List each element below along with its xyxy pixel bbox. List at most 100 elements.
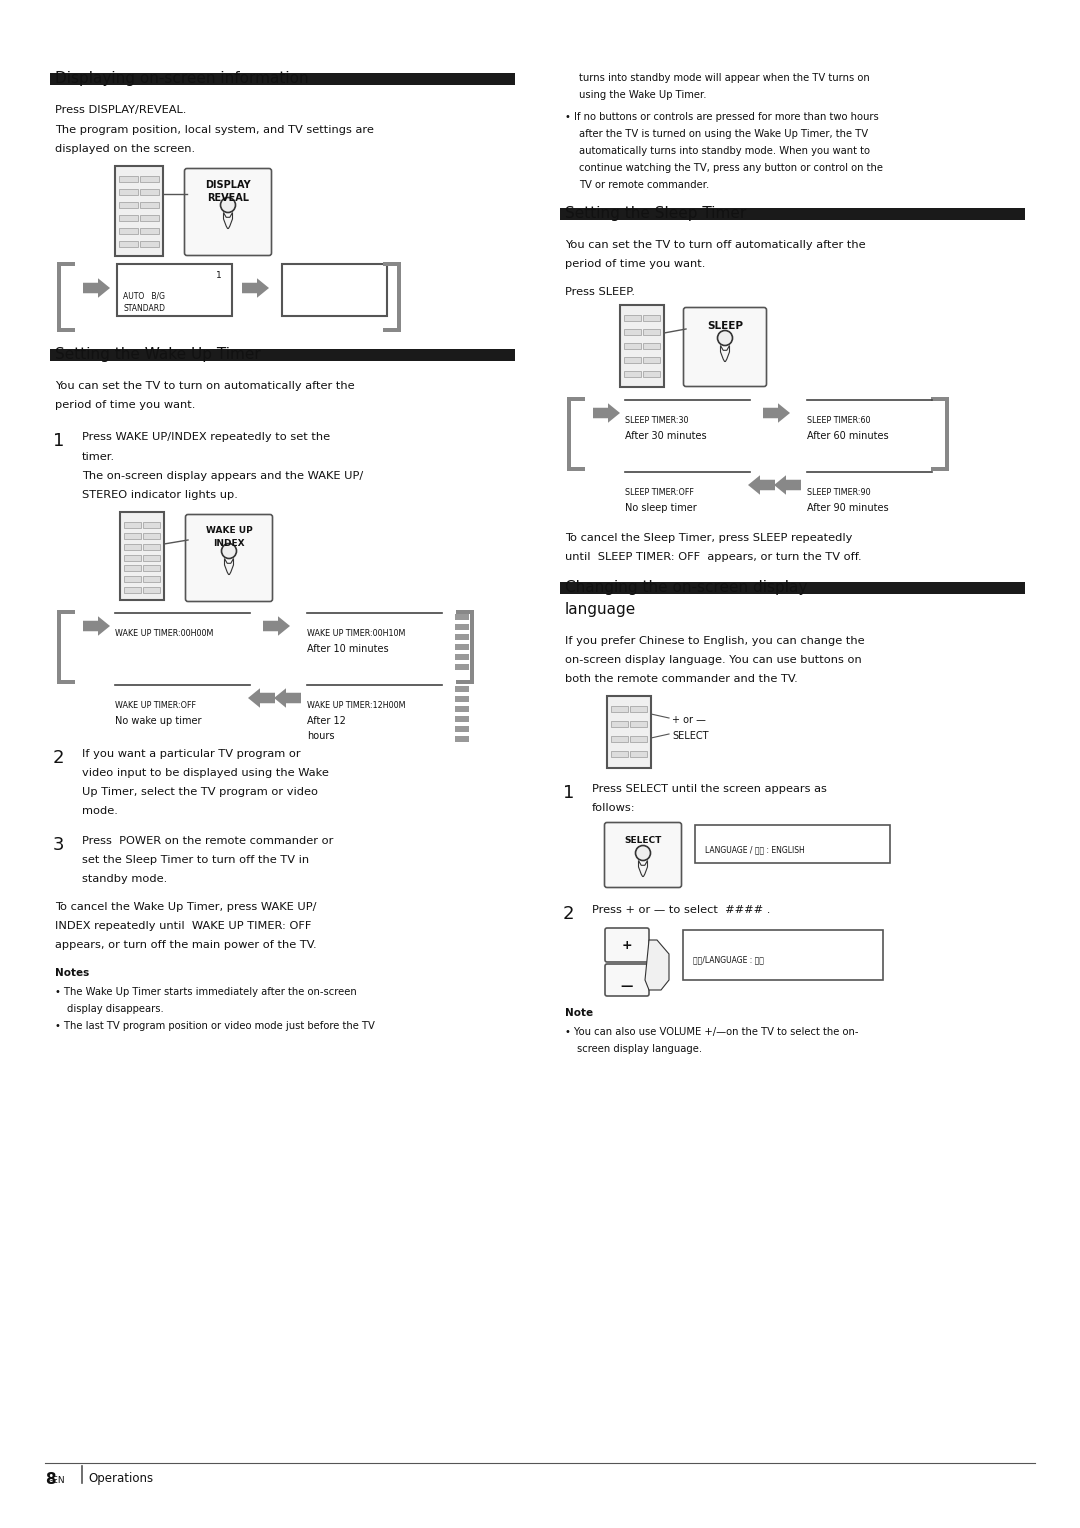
Text: after the TV is turned on using the Wake Up Timer, the TV: after the TV is turned on using the Wake… (579, 128, 868, 139)
Bar (119, 241, 138, 248)
Text: 2: 2 (53, 749, 65, 767)
Text: 8: 8 (45, 1471, 56, 1487)
Polygon shape (748, 475, 775, 495)
Bar (143, 576, 160, 582)
Text: —: — (621, 979, 633, 993)
Text: 2: 2 (563, 905, 575, 923)
Bar (57, 261, 75, 266)
Text: STEREO indicator lights up.: STEREO indicator lights up. (82, 490, 238, 500)
Text: until  SLEEP TIMER: OFF  appears, or turn the TV off.: until SLEEP TIMER: OFF appears, or turn … (565, 552, 862, 562)
Bar (124, 565, 141, 571)
Bar (455, 614, 469, 620)
Bar (140, 215, 159, 222)
Bar (383, 261, 401, 266)
Text: 1: 1 (563, 784, 575, 802)
Text: DISPLAY: DISPLAY (205, 180, 251, 189)
Bar (455, 654, 469, 660)
Text: displayed on the screen.: displayed on the screen. (55, 144, 195, 154)
Text: • The Wake Up Timer starts immediately after the on-screen: • The Wake Up Timer starts immediately a… (55, 987, 356, 996)
Polygon shape (242, 278, 269, 298)
Polygon shape (720, 345, 729, 362)
Text: Press WAKE UP/INDEX repeatedly to set the: Press WAKE UP/INDEX repeatedly to set th… (82, 432, 330, 442)
Bar (143, 587, 160, 593)
Bar (567, 397, 585, 400)
Bar (945, 397, 949, 471)
Bar (143, 544, 160, 550)
Text: INDEX repeatedly until  WAKE UP TIMER: OFF: INDEX repeatedly until WAKE UP TIMER: OF… (55, 921, 311, 931)
Bar (630, 750, 647, 756)
Bar (143, 565, 160, 571)
Polygon shape (248, 688, 275, 707)
Text: SLEEP TIMER:30: SLEEP TIMER:30 (625, 416, 689, 425)
Text: appears, or turn off the main power of the TV.: appears, or turn off the main power of t… (55, 940, 316, 950)
Text: Note: Note (565, 1008, 593, 1018)
Text: If you prefer Chinese to English, you can change the: If you prefer Chinese to English, you ca… (565, 636, 865, 646)
Bar (456, 610, 474, 614)
Bar (124, 555, 141, 561)
Text: automatically turns into standby mode. When you want to: automatically turns into standby mode. W… (579, 147, 870, 156)
Text: Notes: Notes (55, 969, 90, 978)
Bar (57, 610, 75, 614)
Text: SLEEP TIMER:60: SLEEP TIMER:60 (807, 416, 870, 425)
Bar (455, 665, 469, 671)
Bar (143, 523, 160, 529)
Bar (683, 931, 883, 979)
Bar (143, 555, 160, 561)
Text: screen display language.: screen display language. (577, 1044, 702, 1054)
Bar (931, 397, 949, 400)
Bar (624, 329, 642, 335)
Text: After 60 minutes: After 60 minutes (807, 431, 889, 442)
Bar (140, 202, 159, 208)
Bar (620, 306, 664, 387)
Text: hours: hours (307, 730, 335, 741)
Text: WAKE UP TIMER:12H00M: WAKE UP TIMER:12H00M (307, 701, 405, 711)
Bar (114, 167, 163, 257)
Bar (57, 610, 60, 685)
Bar (931, 468, 949, 471)
Bar (119, 202, 138, 208)
Text: 1: 1 (53, 432, 65, 451)
Text: timer.: timer. (82, 452, 116, 461)
Text: Press SELECT until the screen appears as: Press SELECT until the screen appears as (592, 784, 827, 795)
Bar (470, 610, 474, 685)
Text: Press + or — to select  #### .: Press + or — to select #### . (592, 905, 770, 915)
Bar (455, 634, 469, 640)
Text: Press  POWER on the remote commander or: Press POWER on the remote commander or (82, 836, 334, 847)
Bar (455, 717, 469, 723)
Text: on-screen display language. You can use buttons on: on-screen display language. You can use … (565, 656, 862, 665)
Text: STANDARD: STANDARD (123, 304, 165, 313)
Text: video input to be displayed using the Wake: video input to be displayed using the Wa… (82, 769, 329, 778)
Text: using the Wake Up Timer.: using the Wake Up Timer. (579, 90, 706, 99)
Text: After 90 minutes: After 90 minutes (807, 503, 889, 513)
Text: Setting the Wake Up Timer: Setting the Wake Up Timer (55, 347, 260, 362)
FancyBboxPatch shape (605, 927, 649, 963)
Polygon shape (645, 940, 669, 990)
Text: 3: 3 (53, 836, 65, 854)
Bar (124, 533, 141, 539)
Bar (607, 695, 651, 769)
Bar (397, 261, 401, 332)
Text: • If no buttons or controls are pressed for more than two hours: • If no buttons or controls are pressed … (565, 112, 879, 122)
Text: both the remote commander and the TV.: both the remote commander and the TV. (565, 674, 798, 685)
Bar (624, 358, 642, 364)
Text: SLEEP TIMER:90: SLEEP TIMER:90 (807, 487, 870, 497)
Bar (561, 208, 1025, 220)
Bar (561, 582, 1025, 594)
Bar (455, 726, 469, 732)
Text: follows:: follows: (592, 804, 636, 813)
Text: After 10 minutes: After 10 minutes (307, 643, 389, 654)
Bar (624, 315, 642, 321)
Bar (630, 736, 647, 743)
Text: SELECT: SELECT (624, 836, 662, 845)
Text: 1: 1 (216, 270, 222, 280)
Text: The on-screen display appears and the WAKE UP/: The on-screen display appears and the WA… (82, 471, 363, 481)
Text: SLEEP: SLEEP (707, 321, 743, 332)
Bar (624, 371, 642, 377)
Polygon shape (638, 860, 648, 877)
Polygon shape (224, 212, 232, 229)
Text: After 12: After 12 (307, 717, 346, 726)
FancyBboxPatch shape (684, 307, 767, 387)
Bar (455, 686, 469, 692)
Text: Press DISPLAY/REVEAL.: Press DISPLAY/REVEAL. (55, 105, 187, 115)
Bar (50, 348, 515, 361)
